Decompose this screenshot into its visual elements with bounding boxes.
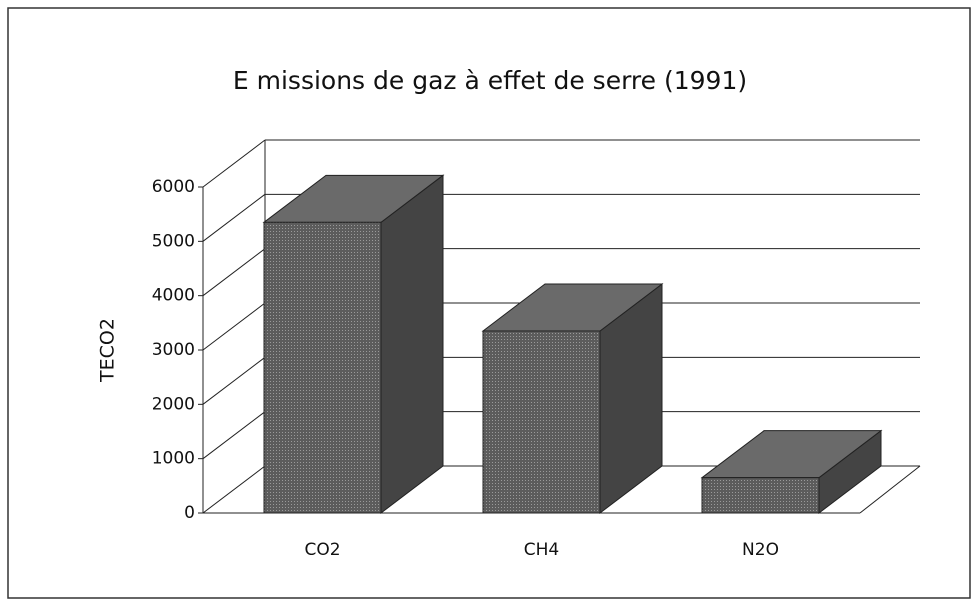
y-tick-label: 6000 (152, 177, 195, 197)
grid-line (202, 248, 266, 297)
grid-line (202, 302, 266, 351)
bar (701, 477, 820, 514)
grid-line (202, 193, 266, 242)
bar (482, 330, 601, 514)
floor-right (859, 465, 921, 514)
grid-line (202, 356, 266, 405)
bar (263, 221, 382, 514)
y-tick-label: 3000 (152, 340, 195, 360)
grid-line (202, 139, 266, 188)
bar-side (380, 174, 444, 515)
y-tick-label: 5000 (152, 231, 195, 251)
y-axis-label: TECO2 (97, 318, 119, 383)
x-tick-label: CH4 (524, 540, 559, 560)
grid-line (202, 465, 266, 514)
y-tick-label: 1000 (152, 449, 195, 469)
y-tick-label: 0 (184, 503, 195, 523)
x-tick-label: CO2 (304, 540, 340, 560)
grid-line (202, 411, 266, 460)
y-tick-label: 4000 (152, 286, 195, 306)
y-tick-label: 2000 (152, 394, 195, 414)
x-tick-label: N2O (742, 540, 779, 560)
chart-title: E missions de gaz à effet de serre (1991… (233, 66, 747, 95)
